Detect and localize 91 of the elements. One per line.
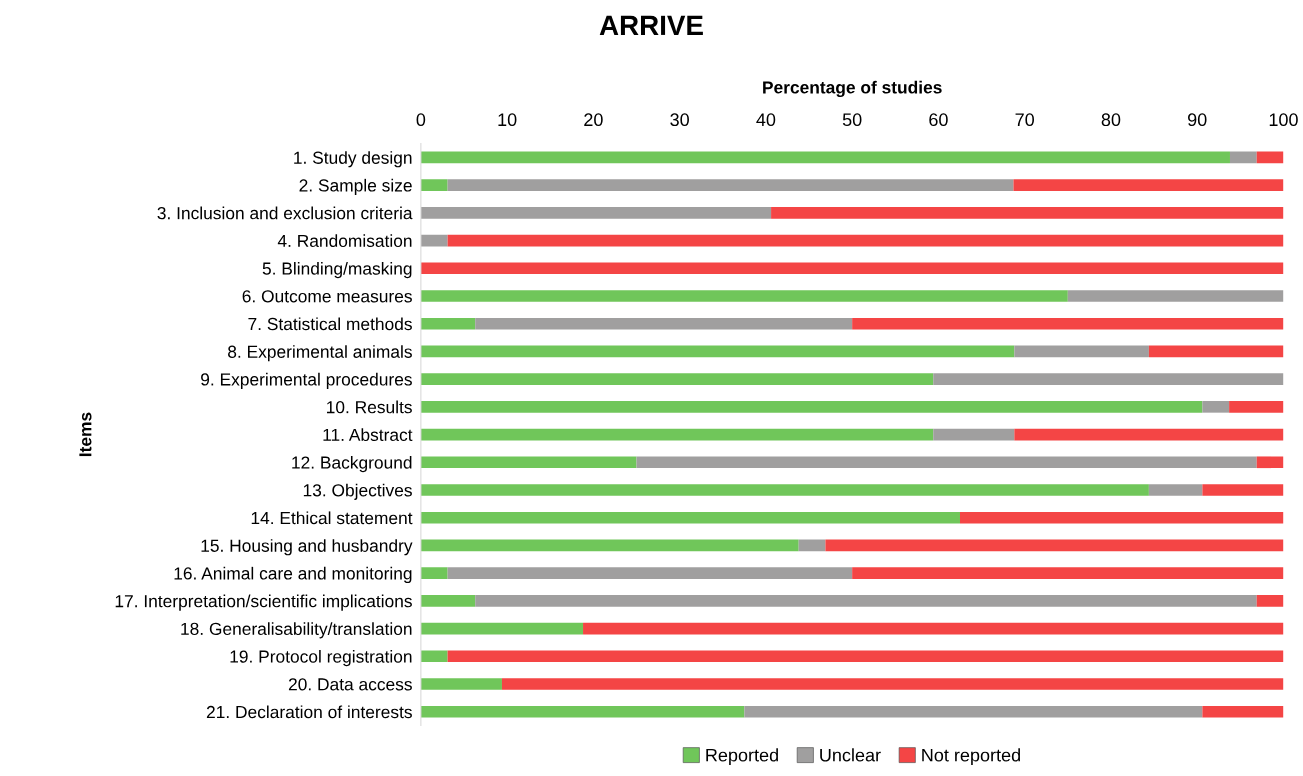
bar xyxy=(1256,595,1284,607)
x-tick-label: 50 xyxy=(842,113,862,127)
bar xyxy=(420,290,1068,302)
bar xyxy=(447,650,1284,663)
bar xyxy=(852,567,1284,579)
y-tick-label: 18. Generalisability/translation xyxy=(181,622,412,639)
bar xyxy=(825,539,1284,552)
bar xyxy=(1229,401,1284,413)
bar xyxy=(420,595,476,607)
bar xyxy=(1202,705,1284,718)
y-tick-label: 6. Outcome measures xyxy=(242,290,412,303)
bar xyxy=(1014,345,1149,358)
x-axis-title: Percentage of studies xyxy=(763,80,942,98)
bar xyxy=(771,207,1284,219)
y-tick-label: 19. Protocol registration xyxy=(230,649,412,667)
bar xyxy=(420,317,476,330)
x-tick-label: 10 xyxy=(498,113,517,127)
bar xyxy=(420,484,1149,496)
y-tick-label: 7. Statistical methods xyxy=(248,317,412,331)
bar xyxy=(420,456,637,469)
y-tick-label: 16. Animal care and monitoring xyxy=(174,566,412,584)
y-tick-label: 2. Sample size xyxy=(299,178,412,196)
y-tick-label: 13. Objectives xyxy=(303,483,412,500)
bar xyxy=(420,234,448,247)
bar xyxy=(420,622,584,635)
bar xyxy=(501,678,1284,690)
bar xyxy=(420,539,799,552)
bar xyxy=(1202,401,1230,413)
bar xyxy=(1013,179,1284,191)
bar xyxy=(447,179,1014,191)
bar xyxy=(798,539,826,552)
x-tick-label: 80 xyxy=(1101,113,1121,127)
bar xyxy=(420,373,934,385)
bar xyxy=(420,428,934,441)
x-tick-label: 0 xyxy=(416,113,426,127)
bar xyxy=(1202,484,1284,496)
legend-label: Reported xyxy=(706,748,778,766)
bar xyxy=(447,234,1284,247)
bar xyxy=(1148,484,1203,496)
y-tick-label: 5. Blinding/masking xyxy=(262,261,412,279)
bar xyxy=(933,428,1015,441)
bar xyxy=(420,207,772,219)
y-tick-label: 1. Study design xyxy=(294,151,412,168)
y-tick-label: 11. Abstract xyxy=(323,428,413,442)
bar xyxy=(420,345,1015,358)
bar xyxy=(420,401,1203,413)
bar xyxy=(420,678,502,690)
y-tick-label: 10. Results xyxy=(327,400,412,414)
bar xyxy=(420,179,448,191)
bar xyxy=(852,317,1284,330)
bar xyxy=(420,151,1230,164)
bar xyxy=(1229,151,1257,164)
bar xyxy=(959,511,1284,524)
bar xyxy=(1256,456,1284,469)
y-tick-label: 4. Randomisation xyxy=(277,234,412,248)
legend-label: Not reported xyxy=(922,748,1020,766)
x-tick-label: 30 xyxy=(670,113,689,127)
bar xyxy=(583,622,1284,635)
x-tick-label: 40 xyxy=(756,113,776,127)
x-tick-label: 70 xyxy=(1015,113,1035,127)
bar xyxy=(1067,290,1284,302)
y-tick-label: 3. Inclusion and exclusion criteria xyxy=(157,206,413,220)
bar xyxy=(420,262,1284,275)
bar xyxy=(420,650,448,663)
x-tick-label: 90 xyxy=(1188,113,1207,127)
x-tick-label: 60 xyxy=(929,113,948,127)
y-tick-label: 17. Interpretation/scientific implications xyxy=(115,594,412,611)
y-tick-label: 20. Data access xyxy=(288,678,412,691)
y-tick-label: 8. Experimental animals xyxy=(228,345,412,362)
y-tick-label: 12. Background xyxy=(292,455,412,473)
bar xyxy=(447,567,853,579)
bar xyxy=(933,373,1284,385)
bar xyxy=(744,705,1203,718)
bar xyxy=(420,567,448,579)
bar xyxy=(1014,428,1284,441)
legend-label: Unclear xyxy=(820,748,881,762)
chart-title: ARRIVE xyxy=(599,15,703,35)
bar xyxy=(1148,345,1284,358)
bar xyxy=(475,317,853,330)
x-tick-label: 20 xyxy=(584,113,603,127)
y-tick-label: 9. Experimental procedures xyxy=(201,372,412,390)
bar xyxy=(636,456,1257,469)
bar xyxy=(1256,151,1284,164)
x-tick-label: 100 xyxy=(1269,113,1298,127)
y-axis-title: Items xyxy=(79,412,92,457)
bar xyxy=(420,705,745,718)
bar xyxy=(420,511,960,524)
y-tick-label: 15. Housing and husbandry xyxy=(201,539,413,556)
y-tick-label: 14. Ethical statement xyxy=(251,511,413,525)
bar xyxy=(475,595,1257,607)
y-tick-label: 21. Declaration of interests xyxy=(206,705,412,719)
